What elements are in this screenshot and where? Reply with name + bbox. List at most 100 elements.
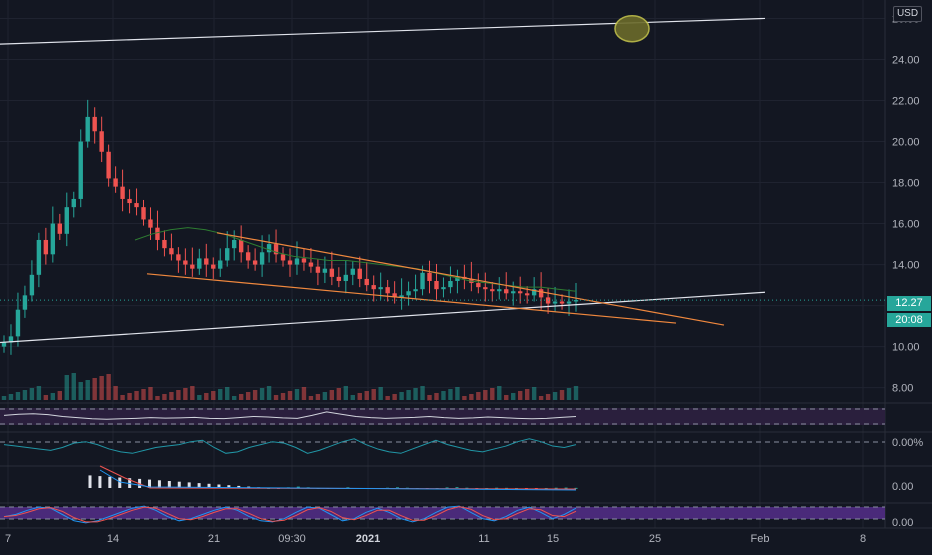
volume-bar [322,392,328,400]
candle-body [99,131,104,152]
candle-body [511,291,516,294]
volume-bar [106,374,111,400]
candle-body [245,252,251,261]
macd-histogram-bar [574,487,578,489]
candle-body [336,276,342,281]
volume-bar [176,390,181,400]
candle-body [566,301,572,304]
volume-bar [85,380,90,400]
highlight-ellipse [614,14,650,43]
volume-bar [301,387,307,400]
volume-bar [476,392,481,400]
macd-histogram-bar [118,477,122,488]
x-axis-tick-label: 11 [478,533,489,545]
candle-body [524,293,530,296]
volume-bar [448,389,453,400]
volume-bar [190,386,195,400]
candle-body [504,289,509,294]
volume-bar [113,386,118,400]
candle-body [287,260,293,265]
volume-bar [169,392,174,400]
candle-body [162,239,167,249]
volume-bar [211,391,216,400]
volume-bar [329,390,335,400]
candle-body [441,287,446,290]
volume-bar [420,386,425,400]
volume-bar [531,387,537,400]
x-axis-tick-label: Feb [751,533,770,545]
candle-body [113,178,118,187]
x-axis-tick-label: 21 [208,533,220,545]
y-axis-tick-label: 24.00 [892,54,920,66]
volume-bar [183,388,188,400]
volume-bar [308,396,314,400]
volume-bar [497,386,502,400]
x-axis-tick-label: 09:30 [278,533,306,545]
bar-countdown-label: 20:08 [887,313,931,327]
volume-bar [483,390,488,400]
macd-signal-line [99,465,577,490]
candle-body [385,287,390,294]
candle-body [259,252,265,265]
candle-body [197,258,202,269]
currency-badge[interactable]: USD [893,6,922,22]
y-axis-tick-label: 20.00 [892,137,920,149]
volume-bar [350,395,355,400]
candle-body [231,239,237,249]
macd-histogram-bar [128,478,132,488]
candle-body [266,244,272,253]
volume-bar [378,387,383,400]
macd-histogram-bar [237,485,241,488]
candle-body [455,276,460,281]
volume-bar [218,389,223,400]
candle-body [190,264,195,269]
candle-body [183,260,188,265]
volume-bar [343,386,349,400]
macd-histogram-bar [108,476,112,488]
candle-body [552,301,558,304]
candle-body [413,289,418,292]
macd-histogram-bar [445,487,449,489]
volume-bar [43,395,49,400]
volume-bar [552,392,558,400]
volume-bar [57,391,63,400]
stochastic-band [0,507,885,519]
volume-bar [434,393,439,400]
candle-body [371,285,376,290]
candle-body [427,272,432,281]
macd-histogram-bar [197,483,201,488]
candle-body [43,239,49,255]
volume-bar [399,392,404,400]
candle-body [127,198,132,204]
candle-body [141,207,146,220]
macd-histogram-bar [167,481,171,488]
volume-bar [266,386,272,400]
candle-body [204,258,209,265]
candle-body [364,278,369,286]
candle-body [176,254,181,261]
last-price-label: 12.27 [887,296,931,311]
candle-body [357,268,362,279]
macd-histogram-bar [554,487,558,489]
volume-bar [29,388,35,400]
volume-bar [148,387,153,400]
candle-body [134,203,139,208]
volume-bar [511,393,516,400]
y-axis-tick-label: 10.00 [892,342,920,354]
volume-bar [64,375,69,400]
volume-bar [99,376,104,400]
candle-body [392,293,397,298]
volume-bar [197,395,202,400]
volume-bar [273,395,279,400]
volume-bar [252,390,258,400]
trendline-wedge-lower [146,273,677,324]
candle-body [350,268,355,275]
candle-body [29,274,35,296]
volume-bar [524,389,530,400]
candle-body [573,300,579,302]
candle-body [252,260,258,265]
volume-bar [336,388,342,400]
macd-line [99,469,577,491]
